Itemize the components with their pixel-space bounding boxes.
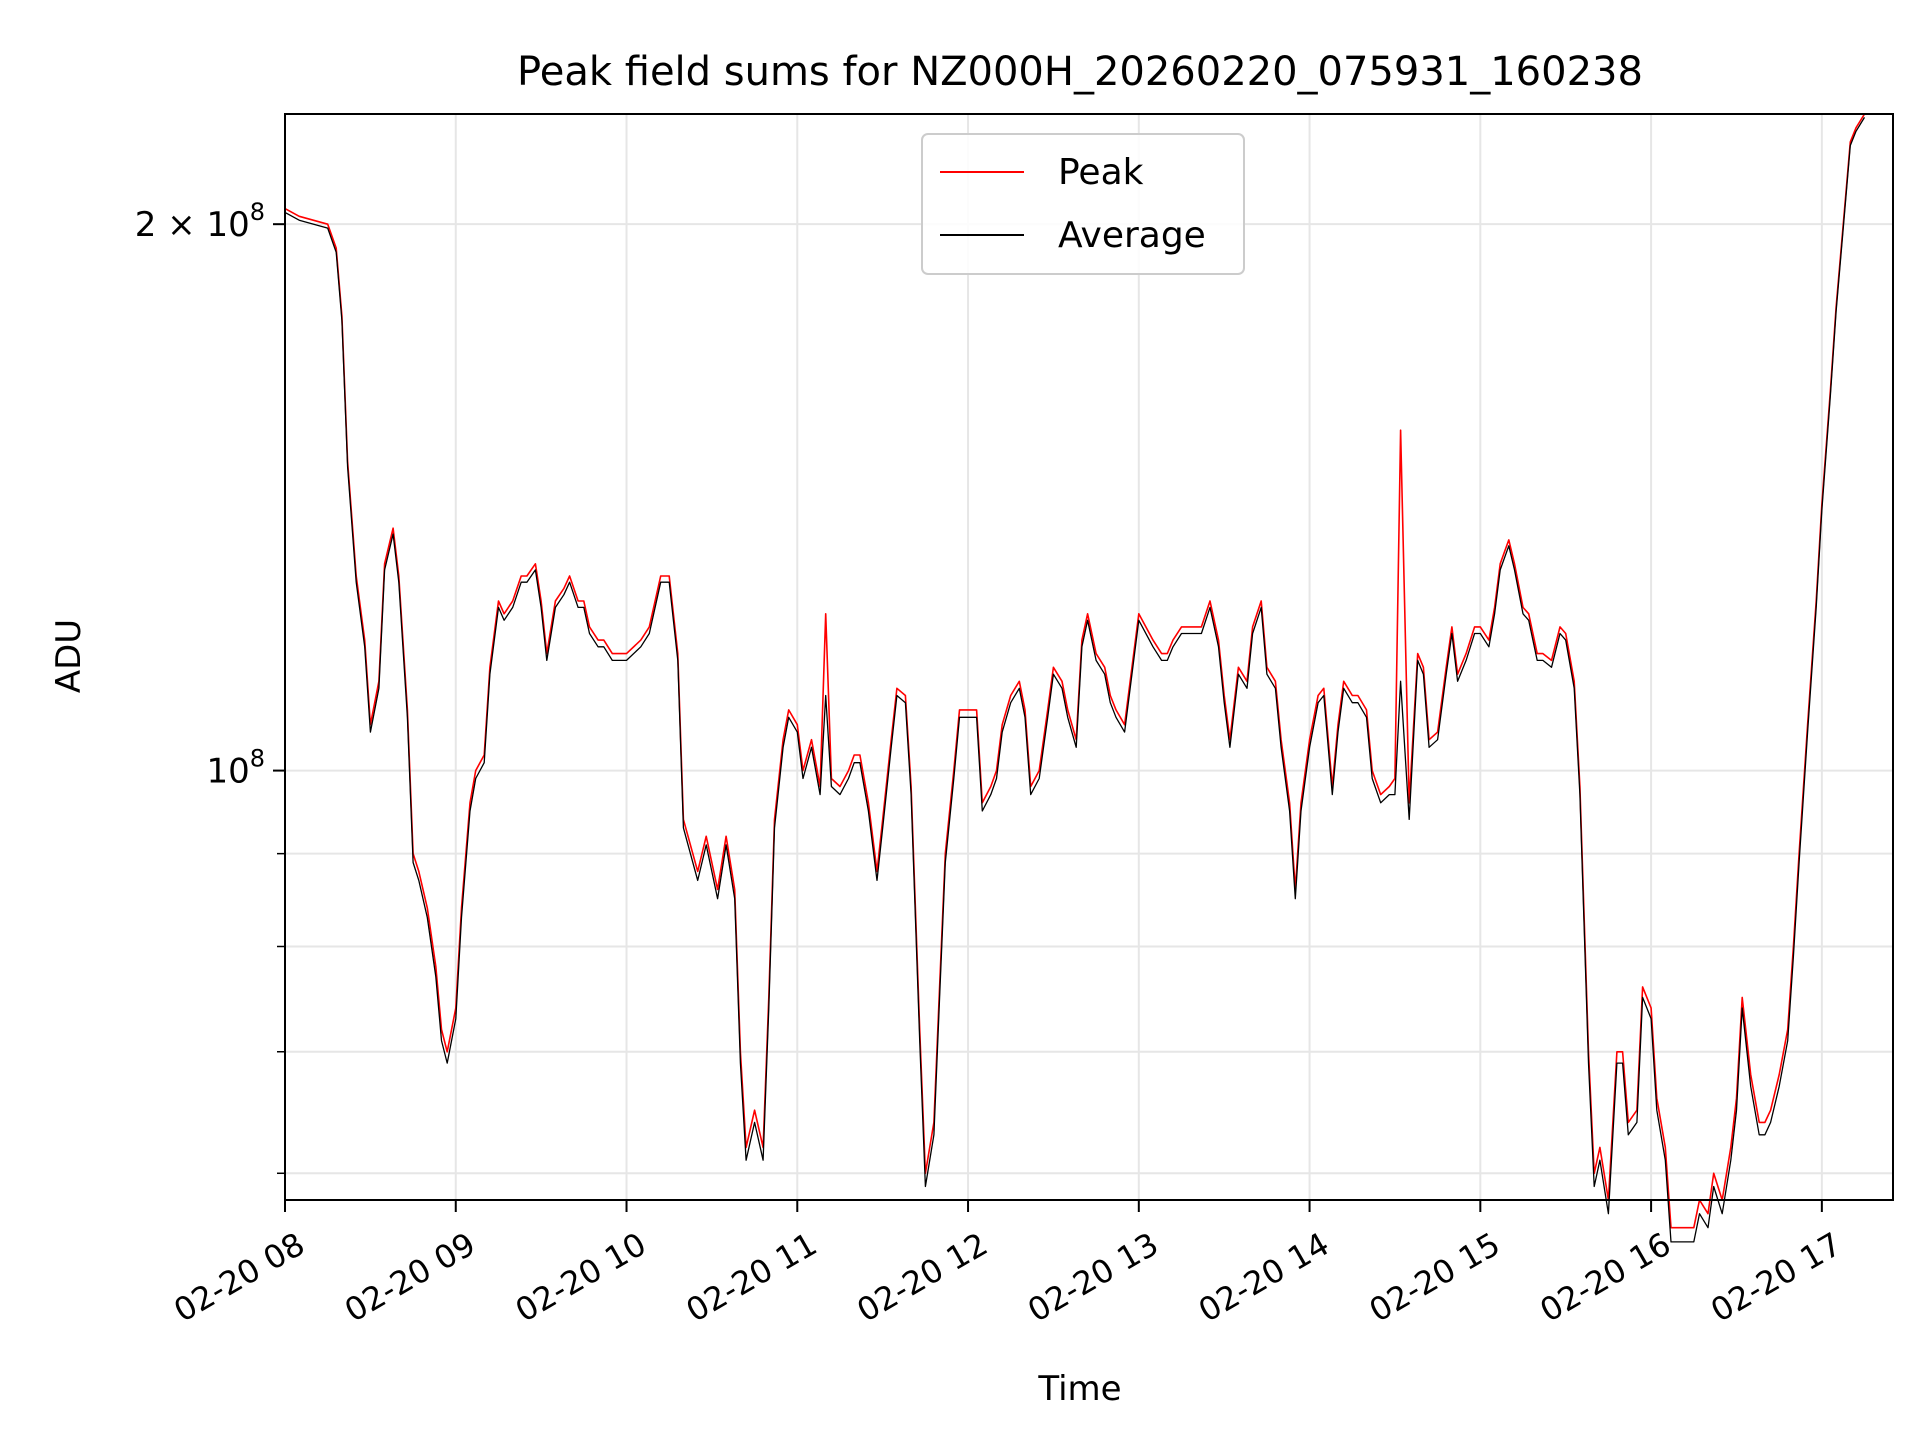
plot-frame [284,113,1894,1201]
legend-label: Peak [1058,152,1144,193]
y-axis-label: ADU [49,619,89,693]
series-line-average [284,117,1866,1243]
y-tick-exponent: 8 [250,745,265,773]
y-tick-base: 10 [206,752,249,792]
chart-title: Peak field sums for NZ000H_20260220_0759… [517,49,1643,95]
series-layer [284,113,1866,1243]
grid [284,114,1893,1200]
legend-box [921,133,1245,275]
x-axis-label: Time [1037,1369,1121,1409]
y-tick-label: 2 × 108 [135,198,265,245]
series-line-peak [284,113,1866,1229]
y-tick-base: 2 × 10 [135,205,250,245]
y-tick-exponent: 8 [250,198,265,226]
legend-label: Average [1058,215,1206,256]
y-tick-label: 108 [206,745,265,792]
legend: Peak Average [921,133,1245,275]
